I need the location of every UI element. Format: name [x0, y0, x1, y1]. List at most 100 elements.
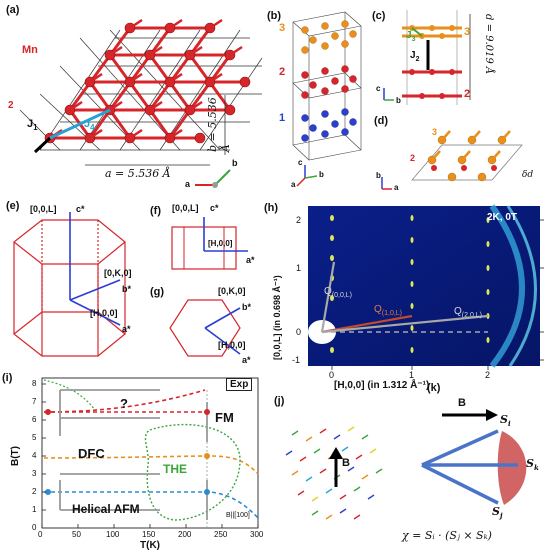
panel-a: (a) Mn 2 J1 J4 a = 5.536 Å b = 5.536 Å b…	[0, 0, 265, 205]
axis-a-label-b: a	[291, 180, 296, 189]
panel-h-label: (h)	[264, 202, 279, 214]
panel-d: (d) 3 2 δd b a	[372, 115, 550, 200]
panel-i: (i) Exp ? FM DFC THE Helical AFM B||[100…	[0, 370, 270, 552]
interlayer-distance: d = 9.019 Å	[483, 14, 494, 75]
panel-k: B Si Sk Sj χ = Sᵢ · (Sⱼ × Sₖ)	[402, 395, 550, 552]
panel-d-distortion	[381, 130, 523, 190]
g-b-star: b*	[242, 302, 251, 312]
panel-b: (b) 3 2 1 c b a	[265, 0, 370, 190]
h-ylabel: [0,0,L] (in 0.698 Å⁻¹)	[272, 275, 282, 360]
panel-j-label: (j)	[274, 395, 285, 407]
h-xtick-2: 2	[485, 370, 491, 380]
i-ytick-8: 8	[32, 379, 37, 388]
panel-c: (c) J3 J2 3 2 d = 9.019 Å c b	[372, 0, 550, 115]
panel-j-skyrmion-texture	[285, 426, 383, 520]
i-xtick-4: 200	[178, 530, 192, 539]
e-l00: [0,0,L]	[30, 204, 57, 214]
panel-b-cell	[292, 11, 362, 187]
axis-c-label-b: c	[298, 158, 303, 167]
i-ytick-0: 0	[32, 523, 37, 532]
panel-g-label: (g)	[150, 286, 165, 298]
lattice-a-param: a = 5.536 Å	[105, 167, 171, 180]
panel-k-chirality	[421, 409, 527, 505]
layer-2-label-c: 2	[464, 88, 471, 100]
h-xlabel: [H,0,0] (in 1.312 Å⁻¹)	[334, 380, 430, 391]
i-ylabel: B(T)	[10, 446, 21, 466]
axis-c-label-c: c	[376, 84, 381, 93]
layer-3-label-c: 3	[464, 26, 471, 38]
panel-g-projection	[169, 299, 241, 357]
j3-label: J3	[406, 30, 416, 43]
the-label: THE	[163, 462, 187, 476]
k-b-label: B	[458, 397, 466, 409]
e-c-star: c*	[76, 204, 85, 214]
dfc-label: DFC	[78, 446, 105, 461]
layer-2-label: 2	[8, 100, 14, 111]
exp-badge: Exp	[226, 378, 253, 391]
fm-label: FM	[215, 410, 234, 425]
axis-b-label-d: b	[376, 171, 381, 180]
mn-label: Mn	[22, 44, 38, 56]
panel-e-brillouin-zone	[13, 212, 126, 357]
panel-d-label: (d)	[374, 115, 389, 127]
axis-a-label: a	[185, 179, 191, 189]
sk-label: Sk	[526, 457, 539, 473]
panel-g: (g) [0,K,0] b* [H,0,0] a*	[150, 278, 260, 370]
panel-j: (j) B	[272, 395, 402, 552]
field-dir-label: B||[100]	[226, 512, 250, 519]
f-a-star: a*	[246, 255, 255, 265]
layer-2-label-b: 2	[279, 66, 286, 78]
i-xtick-1: 50	[72, 530, 81, 539]
i-ytick-6: 6	[32, 415, 37, 424]
e-a-star: a*	[122, 324, 131, 334]
i-ytick-5: 5	[32, 433, 37, 442]
i-ytick-2: 2	[32, 487, 37, 496]
panel-f-projection	[171, 217, 248, 270]
condition-label: 2K, 0T	[487, 212, 518, 223]
h-xtick-0: 0	[329, 370, 335, 380]
panel-a-lattice	[19, 18, 263, 188]
j2-label: J2	[410, 50, 420, 63]
sj-label: Sj	[492, 505, 503, 521]
g-h00: [H,0,0]	[218, 340, 246, 350]
panel-k-label: (k)	[427, 382, 441, 394]
axis-b-label-c: b	[396, 96, 401, 105]
layer-1-label: 1	[279, 112, 286, 124]
axis-a-label-d: a	[394, 183, 399, 192]
h-ytick-0: 0	[296, 327, 302, 337]
panel-c-stack	[383, 10, 471, 105]
i-xtick-3: 150	[142, 530, 156, 539]
axis-b-label: b	[232, 158, 238, 168]
j4-label: J4	[84, 118, 95, 133]
panel-h: (h) 2K, 0T Q(0,0,L) Q(1,0,L) Q(2,0,L) 0 …	[262, 200, 550, 395]
f-l00: [0,0,L]	[172, 203, 199, 213]
panel-i-phase-diagram	[41, 377, 259, 529]
si-label: Si	[500, 413, 511, 429]
helical-label: Helical AFM	[72, 502, 140, 516]
panel-f-label: (f)	[150, 205, 161, 217]
i-ytick-7: 7	[32, 397, 37, 406]
h-ytick-1: 1	[296, 263, 302, 273]
chirality-formula: χ = Sᵢ · (Sⱼ × Sₖ)	[402, 529, 492, 542]
f-h00: [H,0,0]	[208, 239, 233, 248]
i-xtick-0: 0	[38, 530, 43, 539]
panel-h-diffraction-map	[308, 204, 544, 370]
i-xtick-6: 300	[250, 530, 264, 539]
panel-i-label: (i)	[2, 372, 13, 384]
q10l-label: Q(1,0,L)	[374, 304, 403, 317]
panel-f: (f) [0,0,L] c* [H,0,0] a*	[150, 203, 260, 275]
i-ytick-4: 4	[32, 451, 37, 460]
panel-e-label: (e)	[6, 200, 20, 212]
e-k0: [0,K,0]	[104, 268, 132, 278]
i-xtick-2: 100	[106, 530, 120, 539]
h-ytick-2: 2	[296, 215, 302, 225]
layer-2-label-d: 2	[410, 153, 416, 163]
g-a-star: a*	[242, 355, 251, 365]
panel-b-label: (b)	[267, 10, 282, 22]
g-k0: [0,K,0]	[218, 286, 246, 296]
layer-3-label: 3	[279, 22, 286, 34]
panel-c-label: (c)	[372, 10, 386, 22]
question-label: ?	[120, 396, 128, 411]
layer-3-label-d: 3	[432, 127, 438, 137]
h-xtick-1: 1	[409, 370, 415, 380]
